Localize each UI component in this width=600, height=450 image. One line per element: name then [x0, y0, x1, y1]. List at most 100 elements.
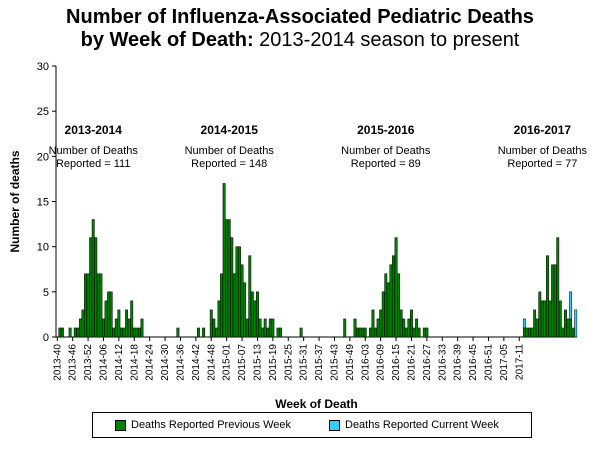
bar-previous-week — [268, 318, 272, 338]
bar-previous-week — [225, 219, 229, 338]
bar-previous-week — [402, 318, 406, 338]
bar-previous-week — [415, 318, 419, 338]
bar-current-week — [522, 318, 526, 329]
x-tick-label: 2015-49 — [345, 344, 356, 381]
bar-previous-week — [76, 327, 80, 338]
bar-previous-week — [358, 327, 362, 338]
x-tick-label: 2016-27 — [422, 344, 433, 381]
title-line2-rest: 2013-2014 season to present — [259, 29, 520, 51]
bar-previous-week — [84, 273, 87, 338]
x-tick-label: 2017-11 — [514, 344, 525, 380]
bar-previous-week — [389, 264, 393, 338]
bar-previous-week — [533, 309, 537, 338]
season-deaths-label: Number of Deaths — [341, 145, 431, 157]
bar-previous-week — [220, 273, 223, 338]
bar-current-week — [569, 291, 573, 320]
bar-previous-week — [109, 291, 113, 338]
season-label: 2014-2015 — [201, 123, 259, 137]
x-tick-label: 2016-51 — [483, 344, 494, 381]
bar-previous-week — [130, 300, 134, 338]
y-tick-label: 30 — [37, 61, 49, 73]
bar-previous-week — [356, 327, 359, 338]
bar-previous-week — [96, 273, 100, 338]
bar-previous-week — [232, 273, 236, 338]
bar-previous-week — [248, 255, 252, 338]
bar-previous-week — [250, 291, 254, 338]
y-tick-label: 0 — [43, 332, 49, 344]
bar-previous-week — [299, 327, 303, 338]
bar-previous-week — [256, 291, 259, 338]
bar-previous-week — [235, 246, 239, 338]
bar-previous-week — [548, 300, 552, 338]
bar-previous-week — [376, 318, 380, 338]
bar-previous-week — [522, 327, 526, 338]
bar-previous-week — [566, 318, 570, 338]
bar-previous-week — [243, 282, 247, 338]
bar-previous-week — [379, 309, 383, 338]
y-tick-label: 5 — [43, 287, 49, 299]
chart-area: 0 5 10 15 20 25 30 Number of deaths 2013-40 2013-… — [8, 61, 588, 410]
bar-previous-week — [525, 327, 529, 338]
x-tick-label: 2016-39 — [453, 344, 464, 381]
bar-previous-week — [571, 327, 575, 338]
bar-previous-week — [553, 264, 557, 338]
chart-title: Number of Influenza-Associated Pediatric… — [0, 6, 600, 52]
x-tick-label: 2014-06 — [98, 344, 109, 381]
x-tick-label: 2015-37 — [314, 344, 325, 381]
season-deaths-count: Reported = 148 — [191, 158, 267, 170]
bar-previous-week — [81, 309, 85, 338]
season-deaths-label: Number of Deaths — [185, 145, 275, 157]
bar-previous-week — [238, 246, 241, 338]
bar-previous-week — [530, 327, 534, 338]
bar-previous-week — [112, 327, 116, 338]
bar-previous-week — [137, 327, 141, 338]
legend-item-current-week: Deaths Reported Current Week — [329, 419, 499, 431]
season-label: 2013-2014 — [65, 123, 123, 137]
season-deaths-count: Reported = 77 — [507, 158, 577, 170]
season-deaths-label: Number of Deaths — [498, 145, 588, 157]
bar-previous-week — [99, 273, 103, 338]
bar-previous-week — [546, 255, 549, 338]
bar-previous-week — [78, 318, 82, 338]
bar-previous-week — [564, 309, 567, 338]
bar-previous-week — [361, 327, 365, 338]
bar-previous-week — [368, 327, 372, 338]
bar-previous-week — [140, 318, 144, 338]
bar-previous-week — [58, 327, 62, 338]
bar-previous-week — [176, 327, 180, 338]
legend: Deaths Reported Previous Week Deaths Rep… — [92, 412, 532, 438]
bar-previous-week — [343, 318, 347, 338]
bar-previous-week — [371, 309, 375, 338]
season-deaths-count: Reported = 89 — [351, 158, 421, 170]
x-tick-label: 2016-21 — [406, 344, 417, 381]
season-deaths-label: Number of Deaths — [49, 145, 139, 157]
x-axis-title: Week of Death — [275, 397, 357, 410]
bar-previous-week — [417, 327, 421, 338]
bar-previous-week — [202, 327, 206, 338]
bar-previous-week — [551, 264, 555, 338]
bar-previous-week — [102, 318, 105, 338]
y-axis-title: Number of deaths — [8, 150, 22, 252]
bar-previous-week — [217, 300, 221, 338]
bar-previous-week — [73, 327, 77, 338]
y-tick-label: 20 — [37, 151, 49, 163]
x-tick-label: 2014-36 — [175, 344, 186, 381]
bar-previous-week — [120, 327, 123, 338]
y-tick-label: 15 — [37, 197, 49, 209]
bar-previous-week — [404, 327, 408, 338]
x-tick-label: 2013-46 — [68, 344, 79, 381]
bar-previous-week — [240, 264, 244, 338]
x-tick-label: 2015-43 — [329, 344, 340, 381]
bar-previous-week — [104, 300, 108, 338]
bar-previous-week — [397, 273, 401, 338]
bar-previous-week — [407, 318, 411, 338]
bar-previous-week — [214, 327, 218, 338]
x-tick-label: 2015-19 — [268, 344, 279, 381]
bar-previous-week — [363, 327, 367, 338]
bar-previous-week — [114, 318, 118, 338]
bar-previous-week — [68, 327, 72, 338]
y-tick-label: 10 — [37, 242, 49, 254]
bar-previous-week — [263, 318, 267, 338]
bar-previous-week — [253, 300, 257, 338]
bar-previous-week — [245, 318, 249, 338]
